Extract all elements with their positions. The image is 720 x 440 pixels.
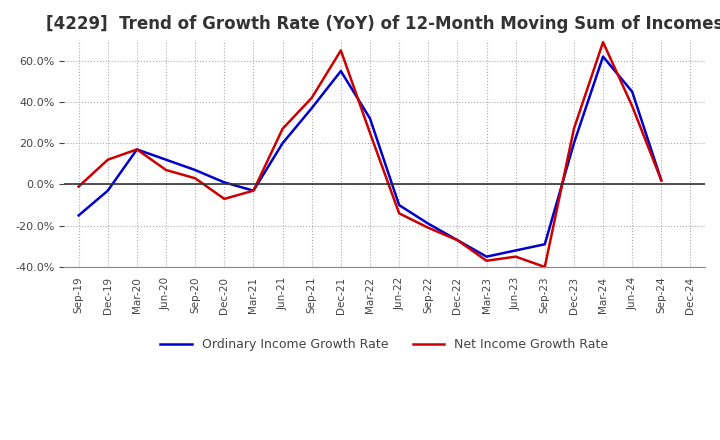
Ordinary Income Growth Rate bbox=[453, 238, 462, 243]
Net Income Growth Rate bbox=[220, 196, 229, 202]
Net Income Growth Rate bbox=[657, 178, 665, 183]
Ordinary Income Growth Rate bbox=[599, 54, 608, 59]
Ordinary Income Growth Rate bbox=[336, 68, 345, 73]
Line: Net Income Growth Rate: Net Income Growth Rate bbox=[78, 42, 661, 267]
Net Income Growth Rate bbox=[336, 48, 345, 53]
Net Income Growth Rate bbox=[162, 167, 171, 172]
Net Income Growth Rate bbox=[366, 130, 374, 136]
Legend: Ordinary Income Growth Rate, Net Income Growth Rate: Ordinary Income Growth Rate, Net Income … bbox=[156, 333, 613, 356]
Ordinary Income Growth Rate bbox=[307, 106, 316, 111]
Ordinary Income Growth Rate bbox=[570, 141, 578, 146]
Ordinary Income Growth Rate bbox=[482, 254, 491, 259]
Net Income Growth Rate bbox=[424, 225, 433, 231]
Net Income Growth Rate bbox=[511, 254, 520, 259]
Ordinary Income Growth Rate bbox=[132, 147, 141, 152]
Ordinary Income Growth Rate bbox=[278, 141, 287, 146]
Ordinary Income Growth Rate bbox=[220, 180, 229, 185]
Ordinary Income Growth Rate bbox=[541, 242, 549, 247]
Net Income Growth Rate bbox=[307, 95, 316, 100]
Ordinary Income Growth Rate bbox=[628, 89, 636, 94]
Ordinary Income Growth Rate bbox=[249, 188, 258, 193]
Net Income Growth Rate bbox=[570, 126, 578, 132]
Line: Ordinary Income Growth Rate: Ordinary Income Growth Rate bbox=[78, 57, 661, 257]
Net Income Growth Rate bbox=[599, 40, 608, 45]
Ordinary Income Growth Rate bbox=[395, 202, 403, 208]
Net Income Growth Rate bbox=[453, 238, 462, 243]
Ordinary Income Growth Rate bbox=[511, 248, 520, 253]
Title: [4229]  Trend of Growth Rate (YoY) of 12-Month Moving Sum of Incomes: [4229] Trend of Growth Rate (YoY) of 12-… bbox=[46, 15, 720, 33]
Net Income Growth Rate bbox=[74, 184, 83, 189]
Ordinary Income Growth Rate bbox=[162, 157, 171, 162]
Net Income Growth Rate bbox=[395, 211, 403, 216]
Net Income Growth Rate bbox=[482, 258, 491, 264]
Net Income Growth Rate bbox=[191, 176, 199, 181]
Net Income Growth Rate bbox=[249, 188, 258, 193]
Ordinary Income Growth Rate bbox=[191, 167, 199, 172]
Ordinary Income Growth Rate bbox=[424, 221, 433, 226]
Net Income Growth Rate bbox=[628, 103, 636, 109]
Ordinary Income Growth Rate bbox=[74, 213, 83, 218]
Net Income Growth Rate bbox=[104, 157, 112, 162]
Net Income Growth Rate bbox=[541, 264, 549, 270]
Ordinary Income Growth Rate bbox=[104, 188, 112, 193]
Net Income Growth Rate bbox=[132, 147, 141, 152]
Ordinary Income Growth Rate bbox=[366, 116, 374, 121]
Ordinary Income Growth Rate bbox=[657, 178, 665, 183]
Net Income Growth Rate bbox=[278, 126, 287, 132]
